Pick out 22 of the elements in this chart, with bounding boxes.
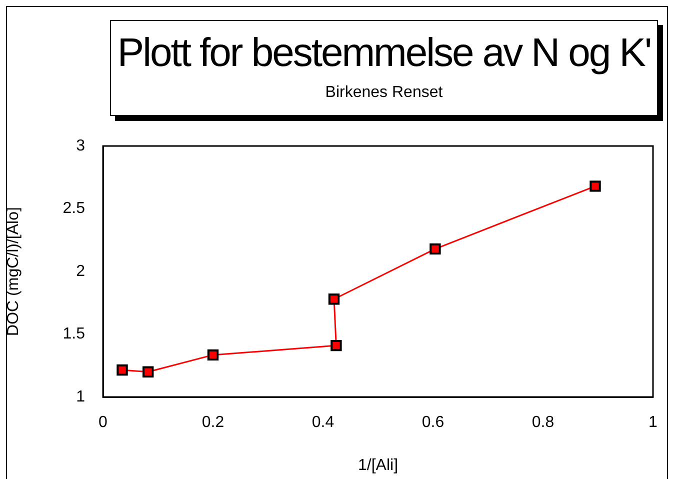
y-tick-label: 1	[76, 388, 86, 406]
y-axis-title: DOC (mgC/l)/[Alo]	[5, 207, 22, 336]
y-tick-label: 2.5	[62, 200, 86, 218]
x-tick-label: 1	[648, 414, 658, 432]
point	[116, 364, 128, 376]
x-tick-label: 0	[98, 414, 108, 432]
point	[207, 349, 219, 361]
y-tick-label: 1.5	[62, 326, 86, 343]
y-tick-label: 3	[76, 137, 86, 154]
x-tick-label: 0.8	[532, 414, 554, 432]
point	[330, 340, 342, 352]
chart-subtitle: Birkenes Renset	[324, 84, 444, 102]
x-tick-label: 0.6	[422, 414, 444, 432]
x-axis-title: 1/[Ali]	[358, 456, 398, 474]
point	[590, 180, 601, 192]
point	[430, 243, 441, 255]
point	[328, 294, 340, 305]
x-tick-label: 0.4	[312, 414, 334, 432]
x-tick-label: 0.2	[202, 414, 224, 432]
y-tick-label: 2	[76, 262, 86, 280]
chart-title: Plott for bestemmelse av N og K'	[116, 31, 652, 76]
point	[142, 366, 154, 378]
